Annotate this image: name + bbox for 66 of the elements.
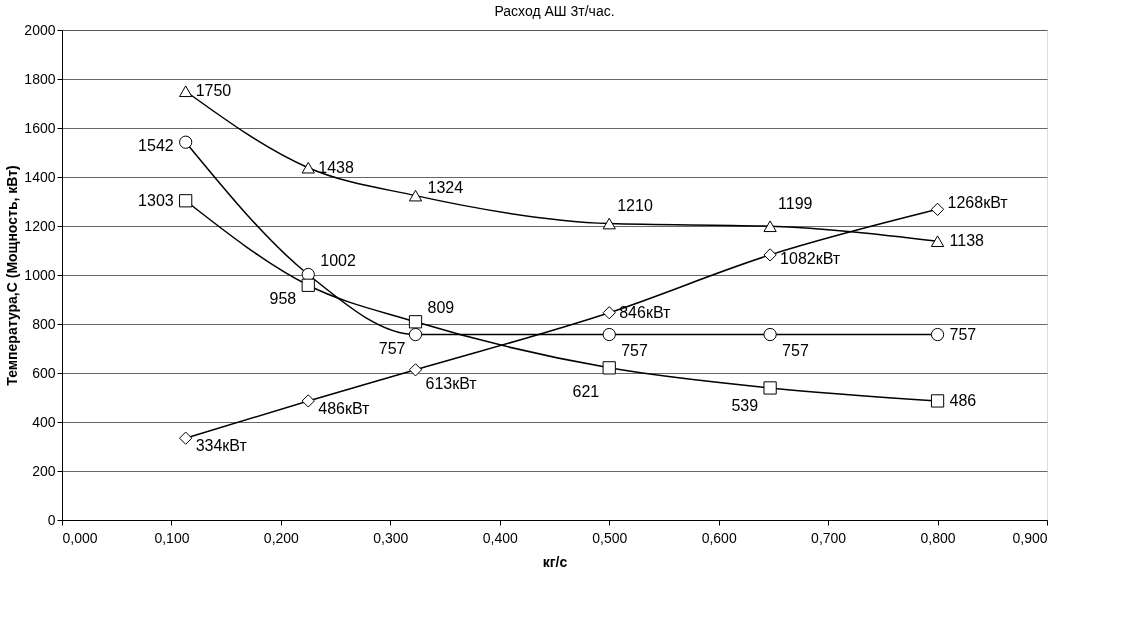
point	[408, 189, 423, 202]
point	[408, 315, 423, 329]
data-label: 1082кВт	[780, 249, 841, 267]
data-label: 621	[572, 382, 600, 400]
data-label: 334кВт	[195, 437, 248, 455]
data-label: 846кВт	[619, 303, 672, 321]
point	[602, 327, 616, 342]
x-tick-label: 0,500	[592, 529, 628, 546]
y-tick-label: 2000	[24, 21, 56, 38]
data-label: 757	[621, 341, 649, 359]
point	[602, 217, 616, 230]
data-label: 1542	[138, 137, 174, 155]
y-tick-label: 0	[47, 511, 56, 528]
y-tick-label: 600	[32, 364, 56, 381]
x-tick-label: 0,700	[811, 529, 847, 546]
y-tick-label: 1600	[24, 119, 56, 136]
data-label: 757	[378, 339, 406, 357]
data-label: 1199	[778, 195, 813, 213]
x-tick-label: 0,400	[482, 529, 518, 546]
y-tick-label: 800	[32, 315, 56, 332]
y-axis-title: Температура,С (Мощность, кВт)	[4, 165, 21, 386]
point	[763, 381, 777, 395]
point	[301, 267, 315, 282]
data-label: 958	[269, 290, 297, 308]
data-label: 613кВт	[425, 374, 478, 392]
x-tick-label: 0,300	[373, 529, 409, 546]
x-tick-label: 0,000	[62, 529, 98, 546]
data-label: 486кВт	[318, 399, 371, 417]
data-label: 1750	[195, 82, 232, 100]
point	[179, 85, 193, 98]
x-axis-title: кг/с	[542, 553, 568, 570]
point	[301, 161, 315, 174]
y-tick-label: 1400	[24, 168, 56, 185]
data-label: 1002	[320, 251, 356, 269]
x-tick-label: 0,900	[1012, 529, 1048, 546]
chart-title: Расход АШ 3т/час.	[494, 3, 615, 19]
data-label: 1268кВт	[947, 194, 1009, 212]
data-label: 486	[949, 391, 977, 409]
data-label: 757	[949, 325, 977, 343]
x-tick-label: 0,600	[701, 529, 737, 546]
point	[408, 327, 423, 342]
point	[930, 235, 945, 247]
point	[301, 278, 315, 292]
y-tick-label: 400	[32, 413, 56, 430]
point	[602, 361, 616, 375]
point	[930, 394, 945, 408]
data-label: 1210	[617, 196, 653, 214]
data-label: 1438	[318, 158, 354, 176]
point	[930, 327, 945, 342]
y-tick-label: 1200	[24, 217, 56, 234]
x-tick-label: 0,100	[154, 529, 190, 546]
y-tick-label: 200	[32, 462, 56, 479]
y-tick-label: 1800	[24, 70, 56, 87]
data-label: 1324	[427, 178, 464, 196]
x-tick-label: 0,200	[263, 529, 300, 546]
point	[763, 327, 777, 342]
point	[763, 220, 777, 233]
x-tick-label: 0,800	[920, 529, 956, 546]
data-label: 1303	[138, 191, 174, 209]
data-label: 809	[427, 298, 455, 316]
data-label: 1138	[949, 232, 985, 250]
y-tick-label: 1000	[24, 266, 56, 283]
data-label: 757	[782, 341, 809, 359]
point	[179, 135, 193, 149]
point	[179, 194, 193, 208]
data-label: 539	[731, 396, 759, 414]
